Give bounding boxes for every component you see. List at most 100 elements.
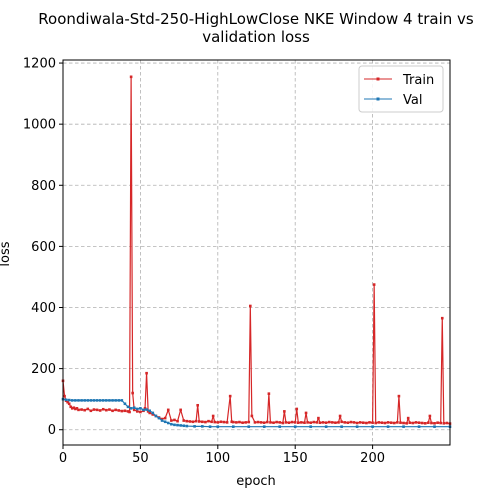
- data-point-val: [154, 414, 158, 418]
- data-point-train: [266, 420, 269, 424]
- data-point-train: [275, 420, 278, 424]
- data-point-val: [278, 425, 282, 428]
- data-point-train: [126, 410, 130, 413]
- data-point-val: [157, 416, 161, 420]
- data-point-train: [151, 413, 155, 416]
- data-point-train: [111, 409, 114, 413]
- data-point-train: [420, 421, 424, 425]
- data-point-train: [362, 421, 365, 424]
- data-point-train: [148, 411, 151, 415]
- data-point-train: [433, 422, 436, 425]
- data-point-train: [269, 421, 272, 424]
- data-point-train: [188, 420, 192, 423]
- data-point-train: [132, 408, 136, 412]
- data-point-train: [392, 421, 396, 425]
- data-point-train: [74, 407, 77, 411]
- chart-title-line1: Roondiwala-Std-250-HighLowClose NKE Wind…: [38, 10, 474, 28]
- data-point-train: [371, 421, 374, 424]
- data-point-val: [433, 425, 436, 428]
- data-point-train: [219, 420, 223, 424]
- x-axis-label: epoch: [236, 474, 276, 489]
- data-point-val: [77, 399, 80, 402]
- data-point-train: [160, 417, 164, 421]
- data-point-val: [148, 409, 151, 413]
- data-point-train: [349, 420, 353, 424]
- y-tick-label: 600: [31, 240, 56, 255]
- data-point-train: [131, 391, 134, 395]
- data-point-train: [358, 421, 362, 424]
- data-point-val: [114, 399, 117, 402]
- data-point-train: [283, 410, 286, 413]
- data-point-val: [142, 408, 145, 412]
- data-point-train: [136, 410, 139, 413]
- data-point-train: [182, 419, 186, 422]
- data-point-train: [204, 420, 207, 424]
- data-point-train: [290, 420, 294, 424]
- data-point-val: [170, 422, 173, 426]
- data-point-train: [98, 409, 102, 412]
- data-point-train: [238, 420, 241, 424]
- data-point-train: [213, 420, 216, 424]
- data-point-train: [222, 420, 226, 424]
- legend: Train Val: [358, 65, 444, 113]
- data-point-train: [439, 421, 443, 425]
- data-point-val: [129, 407, 133, 410]
- data-point-train: [66, 400, 69, 404]
- data-point-train: [173, 418, 176, 422]
- data-point-train: [278, 421, 282, 424]
- x-tick-label: 0: [59, 451, 67, 466]
- data-point-train: [207, 419, 210, 423]
- series-val: [61, 397, 452, 428]
- data-point-train: [293, 421, 297, 424]
- data-point-train: [315, 421, 319, 424]
- data-point-train: [69, 405, 73, 409]
- data-point-train: [380, 421, 384, 424]
- data-point-train: [63, 394, 66, 398]
- chart-title-line2: validation loss: [202, 28, 310, 46]
- data-point-train: [249, 304, 252, 308]
- data-point-train: [105, 408, 108, 412]
- data-point-train: [211, 414, 215, 418]
- data-point-val: [166, 421, 170, 425]
- data-point-val: [182, 424, 186, 428]
- data-point-train: [83, 408, 86, 412]
- data-point-train: [352, 421, 356, 424]
- data-point-val: [193, 425, 196, 428]
- data-point-train: [191, 420, 195, 424]
- data-point-train: [86, 407, 90, 411]
- data-point-val: [136, 407, 139, 411]
- tick-labels: 0 50 100 150 200 0 200 400 600 800 1000 1200: [23, 57, 385, 466]
- data-point-train: [397, 394, 401, 398]
- data-point-train: [225, 421, 229, 424]
- data-point-train: [303, 421, 306, 424]
- data-point-train: [75, 407, 79, 410]
- data-point-train: [267, 392, 271, 395]
- data-point-val: [173, 423, 176, 427]
- data-point-train: [201, 420, 204, 424]
- data-point-train: [114, 408, 117, 412]
- data-point-train: [399, 421, 402, 424]
- data-point-train: [417, 421, 421, 424]
- data-point-train: [196, 403, 199, 407]
- data-point-val: [92, 399, 96, 402]
- data-point-train: [216, 421, 220, 424]
- data-point-val: [151, 411, 155, 415]
- data-point-val: [402, 425, 405, 428]
- y-tick-label: 0: [48, 423, 56, 438]
- data-point-val: [145, 408, 148, 411]
- data-point-train: [143, 407, 147, 410]
- data-point-val: [70, 399, 74, 402]
- data-point-train: [185, 419, 189, 423]
- data-point-val: [293, 425, 297, 428]
- plot-frame: [62, 59, 451, 446]
- data-point-train: [163, 416, 167, 420]
- data-point-train: [72, 406, 76, 410]
- data-point-train: [128, 410, 131, 414]
- data-point-train: [197, 420, 201, 423]
- data-point-train: [423, 422, 427, 425]
- data-point-train: [194, 419, 198, 423]
- data-point-train: [92, 408, 96, 411]
- data-point-train: [230, 420, 234, 424]
- data-point-train: [170, 419, 173, 422]
